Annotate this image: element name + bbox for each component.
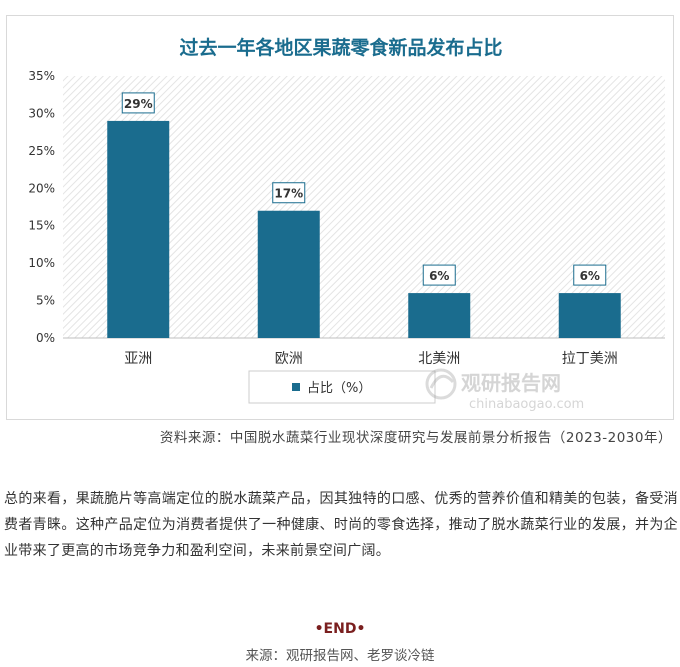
end-mark: •END• (314, 621, 366, 637)
legend: 占比（%） (248, 370, 436, 404)
watermark-brand: 观研报告网 (461, 371, 561, 395)
data-label-box (573, 264, 607, 286)
y-tick-label: 20% (28, 181, 55, 195)
y-tick-label: 25% (28, 144, 55, 158)
chart-frame: 过去一年各地区果蔬零食新品发布占比 0% 5% 10% 15% 20% 25% 30% 35%… (6, 15, 674, 420)
data-label-box (272, 182, 306, 204)
chart-title: 过去一年各地区果蔬零食新品发布占比 (179, 36, 502, 59)
watermark: 观研报告网 chinabaogao.com (425, 368, 584, 412)
x-tick-label: 北美洲 (418, 351, 460, 367)
data-label-box (121, 92, 155, 114)
bar (558, 293, 621, 338)
bar (408, 293, 471, 338)
bar (257, 210, 320, 338)
legend-label: 占比（%） (307, 381, 371, 396)
watermark-swirl-icon (429, 374, 455, 389)
x-tick-label: 拉丁美洲 (562, 351, 618, 367)
bar-chart: 过去一年各地区果蔬零食新品发布占比 0% 5% 10% 15% 20% 25% 30% 35%… (28, 36, 665, 412)
data-label: 17% (274, 187, 303, 201)
watermark-domain: chinabaogao.com (469, 397, 584, 412)
watermark-logo-icon (425, 368, 457, 400)
article-source: 来源：观研报告网、老罗谈冷链 (245, 648, 435, 664)
bar (107, 120, 170, 339)
y-tick-label: 10% (28, 256, 55, 270)
data-label: 6% (580, 269, 600, 283)
y-tick-label: 0% (36, 331, 55, 345)
body-paragraph: 总的来看，果蔬脆片等高端定位的脱水蔬菜产品，因其独特的口感、优秀的营养价值和精美… (4, 491, 678, 559)
data-label: 6% (429, 269, 449, 283)
legend-box (248, 370, 436, 404)
legend-swatch (292, 383, 300, 391)
data-label: 29% (124, 97, 153, 111)
y-tick-label: 15% (28, 219, 55, 233)
x-tick-label: 欧洲 (275, 351, 303, 367)
x-tick-label: 亚洲 (124, 351, 152, 367)
y-tick-label: 5% (36, 294, 55, 308)
source-caption: 资料来源：中国脱水蔬菜行业现状深度研究与发展前景分析报告（2023-2030年） (159, 430, 672, 446)
y-tick-label: 35% (28, 69, 55, 83)
y-tick-label: 30% (28, 106, 55, 120)
data-label-box (422, 264, 456, 286)
